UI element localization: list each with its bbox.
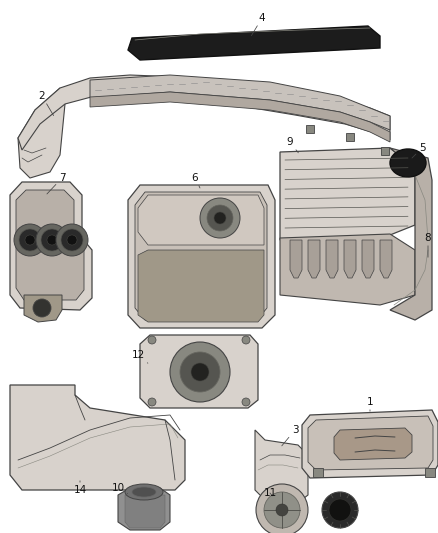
Text: 7: 7 — [47, 173, 65, 194]
Text: 10: 10 — [111, 483, 127, 494]
Circle shape — [242, 336, 250, 344]
Polygon shape — [24, 295, 62, 322]
Bar — [425, 468, 435, 477]
Circle shape — [207, 205, 233, 231]
Circle shape — [214, 212, 226, 224]
Circle shape — [200, 198, 240, 238]
Circle shape — [242, 398, 250, 406]
Polygon shape — [280, 148, 415, 240]
Circle shape — [148, 336, 156, 344]
Circle shape — [61, 229, 83, 251]
Circle shape — [47, 235, 57, 245]
Polygon shape — [90, 92, 390, 142]
Circle shape — [148, 398, 156, 406]
Circle shape — [256, 484, 308, 533]
Polygon shape — [380, 240, 392, 278]
Bar — [381, 147, 389, 155]
Circle shape — [14, 224, 46, 256]
Polygon shape — [302, 410, 438, 478]
Text: 3: 3 — [282, 425, 298, 446]
Polygon shape — [128, 26, 380, 60]
Polygon shape — [362, 240, 374, 278]
Ellipse shape — [132, 487, 156, 497]
Text: 6: 6 — [192, 173, 200, 188]
Polygon shape — [118, 488, 170, 530]
Polygon shape — [125, 495, 165, 528]
Polygon shape — [390, 148, 432, 320]
Polygon shape — [326, 240, 338, 278]
Polygon shape — [10, 182, 92, 310]
Polygon shape — [18, 88, 65, 178]
Circle shape — [25, 235, 35, 245]
Polygon shape — [344, 240, 356, 278]
Circle shape — [180, 352, 220, 392]
Text: 8: 8 — [425, 233, 431, 257]
Circle shape — [19, 229, 41, 251]
Text: 12: 12 — [131, 350, 148, 363]
Text: 11: 11 — [263, 488, 277, 498]
Circle shape — [56, 224, 88, 256]
Circle shape — [276, 504, 288, 516]
Circle shape — [41, 229, 63, 251]
Text: 5: 5 — [412, 143, 425, 158]
Ellipse shape — [390, 149, 426, 177]
Polygon shape — [308, 416, 433, 470]
Circle shape — [33, 299, 51, 317]
Polygon shape — [308, 240, 320, 278]
Polygon shape — [138, 195, 264, 245]
Polygon shape — [128, 185, 275, 328]
Polygon shape — [140, 335, 258, 408]
Polygon shape — [138, 250, 264, 322]
Polygon shape — [135, 192, 267, 320]
Circle shape — [170, 342, 230, 402]
Polygon shape — [18, 75, 390, 150]
Text: 14: 14 — [74, 481, 87, 495]
Polygon shape — [290, 240, 302, 278]
Text: 9: 9 — [287, 137, 298, 153]
Bar — [313, 468, 323, 477]
Ellipse shape — [125, 484, 163, 500]
Text: 1: 1 — [367, 397, 373, 411]
Text: 4: 4 — [251, 13, 265, 36]
Bar — [346, 133, 354, 141]
Circle shape — [36, 224, 68, 256]
Circle shape — [329, 499, 351, 521]
Polygon shape — [280, 234, 415, 305]
Polygon shape — [16, 190, 84, 300]
Circle shape — [264, 492, 300, 528]
Polygon shape — [334, 428, 412, 460]
Circle shape — [191, 363, 209, 381]
Polygon shape — [255, 430, 308, 505]
Text: 2: 2 — [39, 91, 53, 116]
Polygon shape — [90, 75, 390, 130]
Circle shape — [322, 492, 358, 528]
Polygon shape — [10, 385, 185, 490]
Circle shape — [67, 235, 77, 245]
Bar — [306, 125, 314, 133]
